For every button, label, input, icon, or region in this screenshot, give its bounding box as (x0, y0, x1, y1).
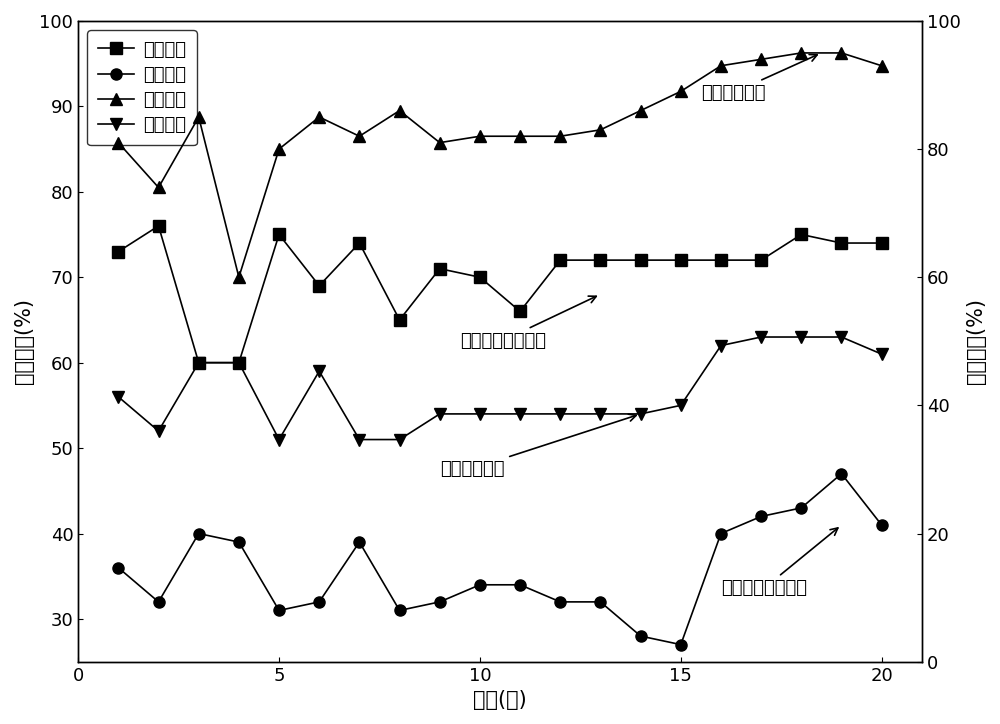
亚硝化率 (835, 239, 847, 248)
Line: 氨去除率: 氨去除率 (113, 468, 887, 650)
氨去除率 (635, 410, 647, 418)
亚硝化率 (353, 239, 365, 248)
氨去除率 (434, 410, 446, 418)
氨去除率 (835, 332, 847, 341)
氨去除率 (876, 521, 888, 529)
亚硝化率 (635, 106, 647, 115)
亚硝化率 (715, 256, 727, 264)
Line: 亚硝化率: 亚硝化率 (113, 220, 887, 369)
亚硝化率 (112, 247, 124, 256)
亚硝化率 (394, 106, 406, 115)
亚硝化率 (313, 113, 325, 122)
氨去除率 (795, 504, 807, 513)
氨去除率 (193, 529, 205, 538)
亚硝化率 (554, 132, 566, 140)
X-axis label: 周期(个): 周期(个) (473, 690, 527, 710)
氨去除率 (434, 597, 446, 606)
氨去除率 (715, 529, 727, 538)
亚硝化率 (795, 230, 807, 239)
氨去除率 (153, 597, 165, 606)
氨去除率 (474, 410, 486, 418)
氨去除率 (554, 410, 566, 418)
亚硝化率 (153, 222, 165, 230)
亚硝化率 (635, 256, 647, 264)
亚硝化率 (474, 273, 486, 282)
氨去除率 (394, 435, 406, 444)
亚硝化率 (755, 256, 767, 264)
氨去除率 (514, 410, 526, 418)
氨去除率 (795, 332, 807, 341)
Line: 氨去除率: 氨去除率 (113, 332, 887, 445)
氨去除率 (353, 435, 365, 444)
亚硝化率 (514, 132, 526, 140)
氨去除率 (394, 606, 406, 615)
氨去除率 (594, 410, 606, 418)
Y-axis label: 氨去除率(%): 氨去除率(%) (14, 298, 34, 384)
亚硝化率 (835, 49, 847, 57)
亚硝化率 (153, 183, 165, 192)
Legend: 亚硝化率, 氨去除率, 亚硝化率, 氨去除率: 亚硝化率, 氨去除率, 亚硝化率, 氨去除率 (87, 30, 197, 146)
氨去除率 (635, 632, 647, 641)
亚硝化率 (193, 358, 205, 367)
亚硝化率 (394, 316, 406, 324)
亚硝化率 (594, 125, 606, 134)
氨去除率 (273, 606, 285, 615)
氨去除率 (755, 332, 767, 341)
Text: 未加吸附氨氮材料: 未加吸附氨氮材料 (460, 296, 596, 350)
Text: 未加吸附氨氮材料: 未加吸附氨氮材料 (721, 528, 838, 597)
氨去除率 (313, 597, 325, 606)
亚硝化率 (273, 145, 285, 153)
氨去除率 (514, 581, 526, 589)
氨去除率 (273, 435, 285, 444)
亚硝化率 (675, 87, 687, 96)
亚硝化率 (233, 358, 245, 367)
氨去除率 (313, 367, 325, 376)
亚硝化率 (715, 62, 727, 70)
氨去除率 (474, 581, 486, 589)
亚硝化率 (514, 307, 526, 316)
亚硝化率 (434, 138, 446, 147)
氨去除率 (715, 341, 727, 350)
亚硝化率 (876, 239, 888, 248)
Y-axis label: 亚硝化率(%): 亚硝化率(%) (966, 298, 986, 384)
亚硝化率 (313, 282, 325, 290)
氨去除率 (193, 358, 205, 367)
亚硝化率 (353, 132, 365, 140)
氨去除率 (153, 426, 165, 435)
氨去除率 (755, 512, 767, 521)
亚硝化率 (474, 132, 486, 140)
亚硝化率 (876, 62, 888, 70)
氨去除率 (675, 640, 687, 649)
氨去除率 (353, 538, 365, 547)
亚硝化率 (233, 273, 245, 282)
氨去除率 (112, 392, 124, 401)
Text: 吸附氨氮材料: 吸附氨氮材料 (440, 414, 636, 478)
氨去除率 (233, 358, 245, 367)
亚硝化率 (273, 230, 285, 239)
亚硝化率 (675, 256, 687, 264)
亚硝化率 (434, 264, 446, 273)
亚硝化率 (112, 138, 124, 147)
氨去除率 (876, 350, 888, 358)
亚硝化率 (193, 113, 205, 122)
Text: 吸附氨氮材料: 吸附氨氮材料 (701, 54, 817, 102)
氨去除率 (675, 401, 687, 410)
氨去除率 (594, 597, 606, 606)
亚硝化率 (795, 49, 807, 57)
亚硝化率 (594, 256, 606, 264)
亚硝化率 (554, 256, 566, 264)
氨去除率 (835, 469, 847, 478)
氨去除率 (554, 597, 566, 606)
Line: 亚硝化率: 亚硝化率 (113, 47, 887, 283)
亚硝化率 (755, 55, 767, 64)
氨去除率 (112, 563, 124, 572)
氨去除率 (233, 538, 245, 547)
